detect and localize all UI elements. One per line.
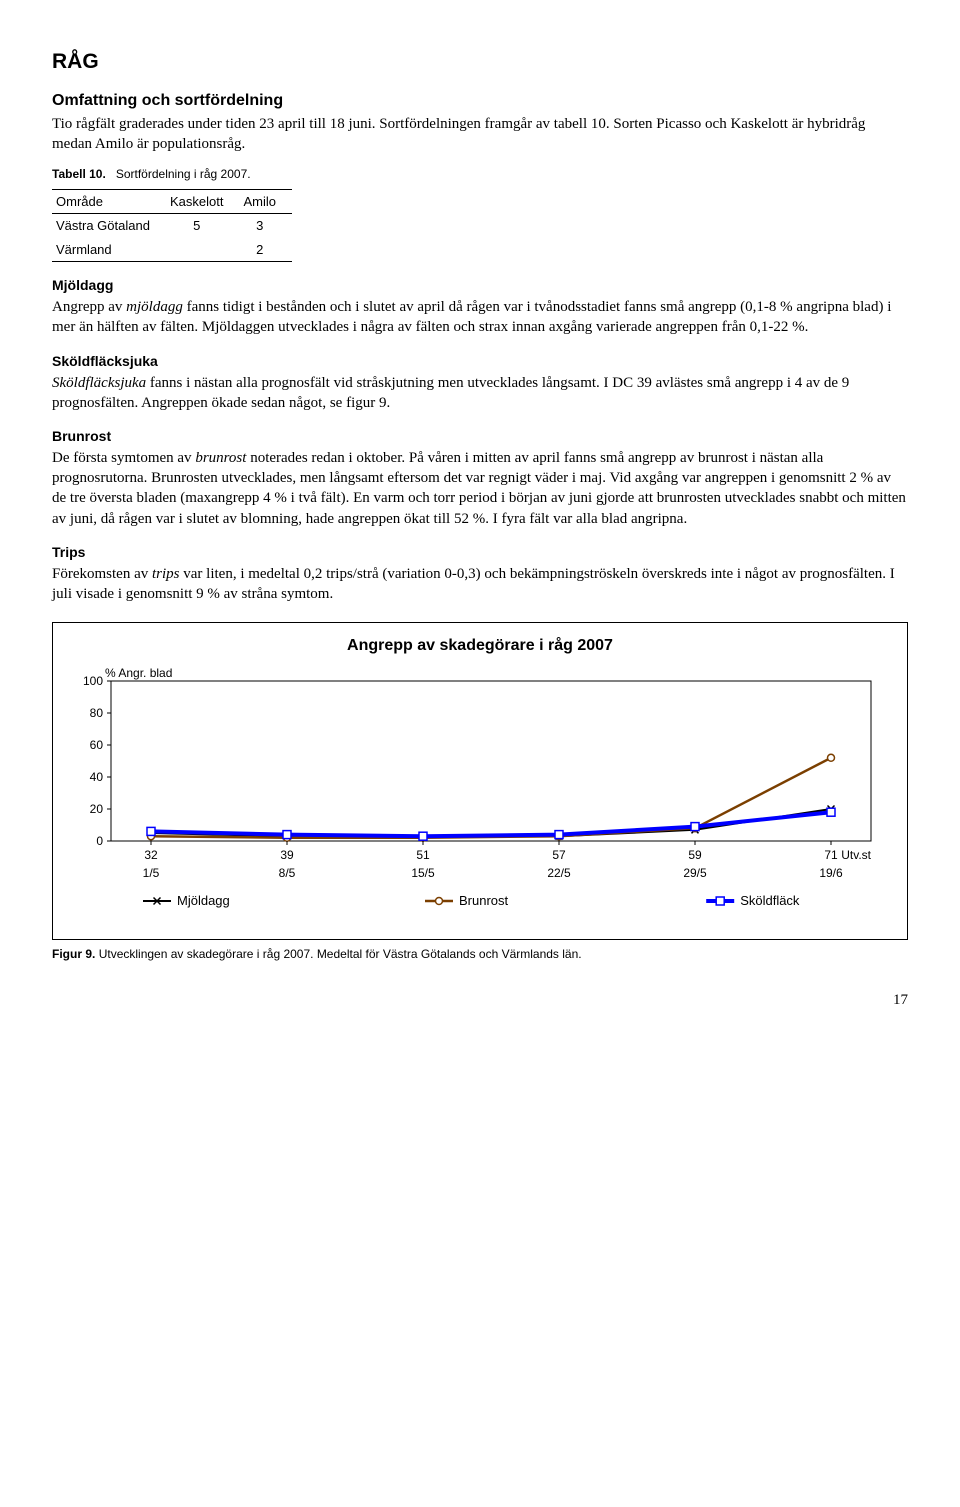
svg-text:% Angr. blad: % Angr. blad (105, 666, 172, 680)
figure9-text: Utvecklingen av skadegörare i råg 2007. … (99, 947, 582, 961)
para-trips: Förekomsten av trips var liten, i medelt… (52, 564, 908, 605)
heading-brunrost: Brunrost (52, 427, 908, 446)
para-brunrost: De första symtomen av brunrost noterades… (52, 448, 908, 529)
table10-caption-label: Tabell 10. (52, 167, 106, 181)
para-skoldflack: Sköldfläcksjuka fanns i nästan alla prog… (52, 373, 908, 414)
para-mjoldagg: Angrepp av mjöldagg fanns tidigt i bestå… (52, 297, 908, 338)
svg-text:22/5: 22/5 (547, 866, 571, 880)
page-number: 17 (52, 990, 908, 1010)
chart-container: Angrepp av skadegörare i råg 2007 0 20 40 6… (52, 622, 908, 940)
svg-text:8/5: 8/5 (279, 866, 296, 880)
heading-skoldflack: Sköldfläcksjuka (52, 352, 908, 371)
svg-text:100: 100 (83, 674, 103, 688)
table10-r0c2: 3 (239, 214, 292, 238)
heading-omfattning: Omfattning och sortfördelning (52, 90, 908, 112)
table-row: Värmland 2 (52, 238, 292, 262)
svg-text:57: 57 (552, 848, 566, 862)
svg-text:29/5: 29/5 (683, 866, 707, 880)
svg-text:15/5: 15/5 (411, 866, 435, 880)
svg-text:Sköldfläck: Sköldfläck (740, 893, 800, 908)
svg-text:39: 39 (280, 848, 294, 862)
svg-text:59: 59 (688, 848, 702, 862)
figure9-label: Figur 9. (52, 947, 95, 961)
table10-r1c0: Värmland (52, 238, 166, 262)
svg-text:60: 60 (90, 738, 104, 752)
chart-title: Angrepp av skadegörare i råg 2007 (71, 635, 889, 657)
table10: Område Kaskelott Amilo Västra Götaland 5… (52, 189, 292, 263)
table10-r1c1 (166, 238, 239, 262)
svg-text:1/5: 1/5 (143, 866, 160, 880)
svg-text:32: 32 (144, 848, 158, 862)
table-row: Västra Götaland 5 3 (52, 214, 292, 238)
svg-text:71: 71 (824, 848, 838, 862)
svg-text:80: 80 (90, 706, 104, 720)
svg-text:Brunrost: Brunrost (459, 893, 509, 908)
table10-r1c2: 2 (239, 238, 292, 262)
table10-caption-text: Sortfördelning i råg 2007. (116, 167, 251, 181)
table10-caption: Tabell 10. Sortfördelning i råg 2007. (52, 166, 908, 182)
table10-col2: Amilo (239, 189, 292, 214)
table10-col0: Område (52, 189, 166, 214)
chart-svg: 0 20 40 60 80 100% Angr. blad 32 39 51 57 59 71Utv.… (71, 663, 891, 923)
svg-text:20: 20 (90, 802, 104, 816)
table10-r0c0: Västra Götaland (52, 214, 166, 238)
heading-trips: Trips (52, 543, 908, 562)
para-omfattning: Tio rågfält graderades under tiden 23 ap… (52, 114, 908, 155)
svg-text:51: 51 (416, 848, 430, 862)
svg-text:Mjöldagg: Mjöldagg (177, 893, 230, 908)
page-title: RÅG (52, 48, 908, 76)
svg-text:Utv.st: Utv.st (841, 848, 871, 862)
svg-text:19/6: 19/6 (819, 866, 843, 880)
table10-r0c1: 5 (166, 214, 239, 238)
svg-text:40: 40 (90, 770, 104, 784)
svg-text:0: 0 (96, 834, 103, 848)
table10-col1: Kaskelott (166, 189, 239, 214)
heading-mjoldagg: Mjöldagg (52, 276, 908, 295)
figure9-caption: Figur 9. Utvecklingen av skadegörare i r… (52, 946, 908, 962)
